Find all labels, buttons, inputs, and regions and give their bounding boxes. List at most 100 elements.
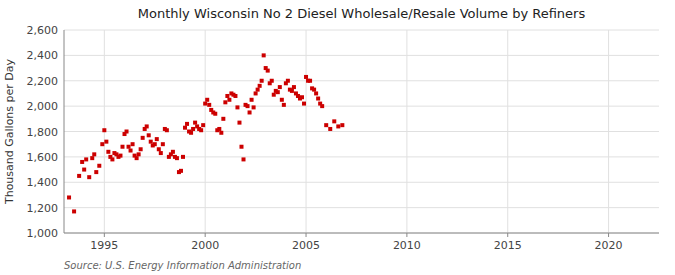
x-grid-line (507, 30, 508, 233)
point (102, 128, 106, 132)
point (246, 104, 250, 108)
point (304, 75, 308, 79)
point (159, 151, 163, 155)
point (302, 102, 306, 106)
point (223, 100, 227, 104)
title: Monthly Wisconsin No 2 Diesel Wholesale/… (138, 6, 586, 21)
point (179, 169, 183, 173)
point (137, 152, 141, 156)
point (290, 89, 294, 93)
source-note: Source: U.S. Energy Information Administ… (64, 260, 301, 271)
point (292, 85, 296, 89)
point (272, 93, 276, 97)
point (191, 127, 195, 131)
y-grid-line (64, 182, 659, 183)
chart: Monthly Wisconsin No 2 Diesel Wholesale/… (0, 0, 675, 275)
point (237, 121, 241, 125)
point (149, 140, 153, 144)
point (221, 117, 225, 121)
point (262, 53, 266, 57)
point (252, 105, 256, 109)
point (67, 195, 71, 199)
x-tick-label: 2000 (191, 239, 219, 252)
point (332, 119, 336, 123)
point (336, 124, 340, 128)
point (260, 79, 264, 83)
point (189, 131, 193, 135)
point (171, 150, 175, 154)
point (314, 91, 318, 95)
point (280, 98, 284, 102)
x-tick (608, 233, 609, 237)
x-tick-label: 1995 (90, 239, 118, 252)
x-grid-line (406, 30, 407, 233)
point (120, 145, 124, 149)
point (207, 103, 211, 107)
point (145, 124, 149, 128)
y-tick-label: 1,000 (27, 227, 59, 240)
axes: 1,0001,2001,4001,6001,8002,0002,2002,400… (27, 24, 660, 252)
point (203, 102, 207, 106)
point (100, 142, 104, 146)
point (72, 209, 76, 213)
point (139, 147, 143, 151)
point (185, 122, 189, 126)
x-grid-line (608, 30, 609, 233)
point (129, 149, 133, 153)
y-tick-label: 2,000 (27, 100, 59, 113)
point (219, 131, 223, 135)
point (239, 145, 243, 149)
point (175, 156, 179, 160)
point (199, 128, 203, 132)
point (82, 168, 86, 172)
point (135, 156, 139, 160)
point (235, 105, 239, 109)
x-tick (306, 233, 307, 237)
y-tick-label: 1,400 (27, 176, 59, 189)
point (308, 79, 312, 83)
x-grid-line (306, 30, 307, 233)
point (300, 95, 304, 99)
point (153, 142, 157, 146)
point (217, 127, 221, 131)
point (80, 160, 84, 164)
point (127, 145, 131, 149)
point (254, 91, 258, 95)
y-tick-label: 1,800 (27, 126, 59, 139)
grid (64, 30, 659, 233)
point (242, 157, 246, 161)
point (201, 123, 205, 127)
point (92, 152, 96, 156)
point (320, 104, 324, 108)
y-grid-line (64, 30, 659, 31)
x-tick (507, 233, 508, 237)
point (97, 164, 101, 168)
point (328, 127, 332, 131)
y-grid-line (64, 131, 659, 132)
point (256, 88, 260, 92)
y-tick-label: 1,600 (27, 151, 59, 164)
point (183, 126, 187, 130)
x-tick-label: 2010 (393, 239, 421, 252)
y-grid-line (64, 156, 659, 157)
point (104, 140, 108, 144)
point (233, 94, 237, 98)
point (213, 112, 217, 116)
point (90, 156, 94, 160)
x-axis-line (64, 233, 659, 234)
y-grid-line (64, 233, 659, 234)
y-grid-line (64, 80, 659, 81)
point (282, 103, 286, 107)
point (141, 136, 145, 140)
point (250, 98, 254, 102)
point (205, 98, 209, 102)
point (258, 84, 262, 88)
point (286, 79, 290, 83)
x-tick-label: 2005 (292, 239, 320, 252)
x-tick (205, 233, 206, 237)
y-tick-label: 2,200 (27, 75, 59, 88)
x-tick-label: 2015 (494, 239, 522, 252)
point (270, 79, 274, 83)
point (248, 110, 252, 114)
y-grid-line (64, 106, 659, 107)
